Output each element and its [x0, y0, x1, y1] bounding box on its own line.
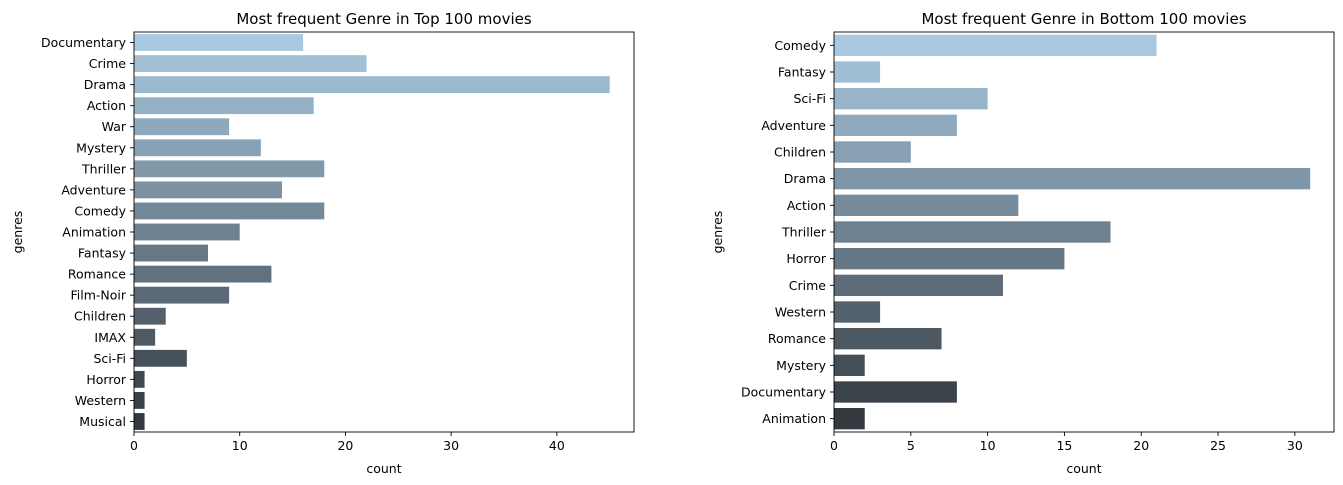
y-tick-label: IMAX	[94, 330, 126, 345]
y-tick-label: Comedy	[74, 203, 126, 218]
x-tick-label: 0	[130, 438, 138, 453]
bar-western	[834, 301, 881, 323]
bar-children	[134, 307, 166, 325]
y-tick-label: Fantasy	[78, 246, 127, 261]
y-tick-label: Documentary	[41, 35, 127, 50]
y-axis-label: genres	[710, 211, 725, 254]
bar-animation	[834, 408, 865, 430]
x-tick-label: 20	[337, 438, 353, 453]
bar-western	[134, 392, 145, 409]
y-tick-label: Western	[75, 393, 126, 408]
y-tick-label: Crime	[789, 278, 827, 293]
y-tick-label: Fantasy	[778, 65, 827, 80]
y-tick-label: Crime	[89, 56, 127, 71]
bar-horror	[834, 248, 1065, 270]
bar-documentary	[834, 381, 957, 403]
x-tick-label: 10	[232, 438, 248, 453]
top-100-genre-chart: Most frequent Genre in Top 100 movies co…	[10, 10, 635, 476]
y-tick-label: Mystery	[776, 358, 826, 373]
bar-animation	[134, 223, 240, 241]
plot-frame	[833, 31, 1335, 433]
y-tick-label: Sci-Fi	[793, 91, 826, 106]
bar-sci-fi	[834, 88, 988, 110]
bar-drama	[834, 168, 1311, 190]
bar-war	[134, 118, 230, 136]
y-tick-label: Mystery	[76, 140, 126, 155]
y-tick-label: Romance	[68, 267, 126, 282]
x-tick-label: 40	[549, 438, 565, 453]
x-tick-label: 10	[980, 438, 996, 453]
y-tick-label: Thriller	[81, 161, 127, 176]
y-tick-label: Horror	[786, 251, 826, 266]
y-tick-label: Animation	[762, 411, 826, 426]
y-tick-label: Musical	[79, 414, 126, 429]
y-tick-label: Drama	[84, 77, 126, 92]
y-tick-label: War	[102, 119, 127, 134]
bar-comedy	[134, 202, 325, 220]
bar-fantasy	[134, 244, 208, 262]
bar-thriller	[134, 160, 325, 178]
bar-drama	[134, 76, 610, 94]
y-tick-label: Animation	[62, 225, 126, 240]
y-tick-label: Comedy	[774, 38, 826, 53]
plot-frame	[133, 31, 635, 433]
bar-film-noir	[134, 286, 230, 304]
y-tick-label: Drama	[784, 171, 826, 186]
bar-comedy	[834, 34, 1157, 56]
y-tick-label: Documentary	[741, 385, 827, 400]
chart-title: Most frequent Genre in Bottom 100 movies	[921, 10, 1246, 28]
bar-adventure	[834, 114, 957, 136]
y-tick-label: Children	[74, 309, 126, 324]
x-tick-label: 5	[907, 438, 915, 453]
x-tick-label: 0	[830, 438, 838, 453]
chart-title: Most frequent Genre in Top 100 movies	[236, 10, 532, 28]
bar-crime	[834, 274, 1003, 296]
y-axis-ticks: Comedy Fantasy Sci-Fi Adventure Children Dram…	[741, 38, 834, 426]
y-tick-label: Horror	[86, 372, 126, 387]
y-tick-label: Sci-Fi	[93, 351, 126, 366]
bars-group	[834, 34, 1311, 430]
x-tick-label: 25	[1210, 438, 1226, 453]
y-tick-label: Film-Noir	[70, 288, 126, 303]
bottom-100-genre-chart: Most frequent Genre in Bottom 100 movies…	[710, 10, 1335, 476]
bar-fantasy	[834, 61, 881, 83]
bar-sci-fi	[134, 349, 187, 367]
y-tick-label: Children	[774, 145, 826, 160]
x-tick-label: 15	[1056, 438, 1072, 453]
x-axis-label: count	[1066, 461, 1101, 476]
bar-action	[834, 194, 1019, 216]
y-tick-label: Thriller	[781, 225, 827, 240]
bars-group	[134, 34, 610, 430]
x-axis-ticks: 0 10 20 30 40	[130, 432, 565, 453]
y-axis-label: genres	[10, 211, 25, 254]
bar-adventure	[134, 181, 282, 199]
bar-documentary	[134, 34, 304, 51]
x-tick-label: 30	[443, 438, 459, 453]
bar-crime	[134, 55, 367, 72]
x-tick-label: 30	[1287, 438, 1303, 453]
y-tick-label: Western	[775, 305, 826, 320]
x-axis-ticks: 0 5 10 15 20 25 30	[830, 432, 1303, 453]
bar-mystery	[834, 354, 865, 376]
y-axis-ticks: Documentary Crime Drama Action War Mystery Thr…	[41, 35, 134, 429]
bar-horror	[134, 370, 145, 388]
bar-romance	[834, 328, 942, 350]
bar-musical	[134, 413, 145, 430]
bar-romance	[134, 265, 272, 283]
y-tick-label: Adventure	[761, 118, 826, 133]
y-tick-label: Action	[787, 198, 826, 213]
bar-thriller	[834, 221, 1111, 243]
bar-action	[134, 97, 314, 115]
y-tick-label: Action	[87, 98, 126, 113]
bar-mystery	[134, 139, 261, 157]
x-tick-label: 20	[1133, 438, 1149, 453]
bar-imax	[134, 328, 156, 346]
y-tick-label: Romance	[768, 331, 826, 346]
x-axis-label: count	[366, 461, 401, 476]
y-tick-label: Adventure	[61, 182, 126, 197]
bar-children	[834, 141, 911, 163]
